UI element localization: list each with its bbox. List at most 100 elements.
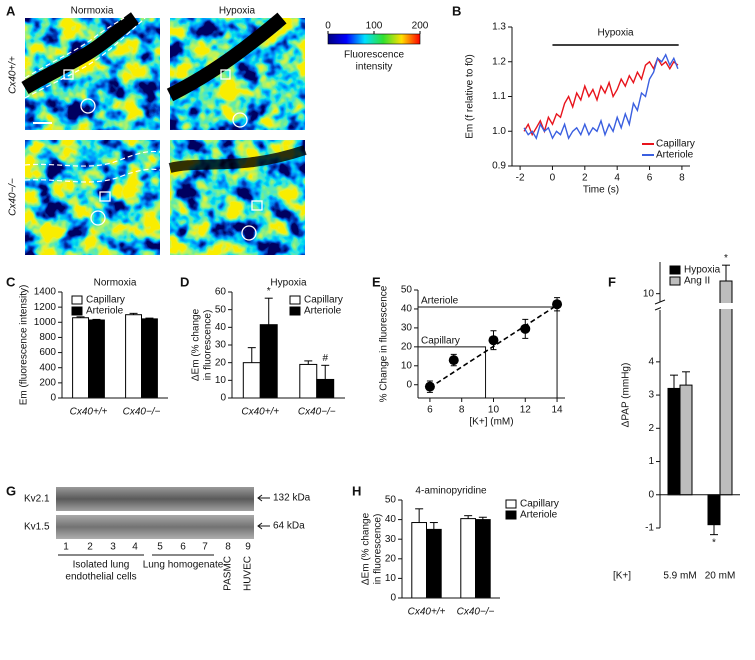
colorbar-gradient [327, 33, 421, 45]
x-tick-label: Cx40−/− [123, 407, 161, 418]
vessel [21, 12, 140, 95]
x-tick-label: 10 [488, 405, 500, 416]
chart: 0 10 20 30 40 50 ΔEm (% change in fluorescence)… [361, 486, 559, 618]
legend-label: Arteriole [656, 150, 694, 161]
colorbar-tick-label: 0 [325, 21, 331, 32]
x-tick-label: 8 [459, 405, 465, 416]
series-line [523, 56, 679, 137]
point [488, 335, 499, 346]
roi-square [251, 200, 263, 211]
bar [299, 363, 318, 399]
y-axis-label: ΔPAP (mmHg) [621, 363, 632, 428]
y-tick-label: 600 [39, 347, 56, 358]
legend-label: Ang II [684, 276, 710, 287]
y-tick-label: 0.9 [492, 161, 506, 172]
reference-label: Arteriole [421, 296, 459, 307]
legend-label: Capillary [520, 499, 559, 510]
point [520, 323, 531, 334]
y-tick-label: 0 [390, 593, 396, 604]
y-tick-label: 800 [39, 332, 56, 343]
chart-title: Hypoxia [270, 278, 307, 289]
chart: 0 10 20 30 40 50 6 8 10 12 14 [K+] (mM) % Change in … [379, 285, 565, 428]
legend-label: Capillary [86, 295, 125, 306]
band-size: 132 kDa [273, 493, 311, 504]
bar [719, 280, 733, 496]
y-tick-label: 40 [401, 304, 413, 315]
group-label: Lung homogenate [143, 560, 224, 571]
y-tick-label: 60 [215, 287, 227, 298]
legend-label: Arteriole [304, 306, 342, 317]
band-size: 64 kDa [273, 521, 305, 532]
legend-label: Capillary [656, 139, 695, 150]
reference-line [418, 346, 487, 398]
lane-number: 6 [180, 542, 186, 553]
legend-label: Hypoxia [684, 265, 721, 276]
panel-label: H [352, 483, 361, 498]
chart-title: Normoxia [94, 278, 137, 289]
y-axis-label: ΔEm (% change [361, 512, 372, 585]
x-tick-label: 0 [550, 173, 556, 184]
blot-strip [56, 487, 254, 511]
chart: 0 10 20 30 40 50 60 ΔEm (% change in fluorescenc… [191, 278, 345, 418]
roi-circle [232, 112, 248, 128]
group-label: HUVEC [243, 556, 254, 591]
y-tick-label: 10 [215, 375, 227, 386]
row-label: Cx40+/+ [8, 56, 19, 94]
y-axis-label: % Change in fluorescence [379, 285, 390, 402]
y-tick-label: 0 [406, 379, 412, 390]
x-tick-label: 6 [427, 405, 433, 416]
y-tick-label: 0 [50, 393, 56, 404]
y-tick-label: 1000 [34, 317, 57, 328]
x-axis-label: [K+] (mM) [469, 417, 513, 428]
bar [259, 324, 278, 399]
group-label: Isolated lung [73, 560, 130, 571]
band-name: Kv1.5 [24, 522, 50, 533]
panel-g: G Kv2.1 Kv1.5 132 kDa 64 kDa 1 2 3 4 5 6… [6, 483, 311, 591]
y-tick-label: 200 [39, 377, 56, 388]
significance-mark: # [322, 353, 328, 364]
y-tick-label: 2 [648, 423, 654, 434]
y-tick-label: 50 [385, 495, 397, 506]
x-tick-label: 12 [520, 405, 532, 416]
colorbar-label: intensity [356, 62, 393, 73]
micrograph [25, 140, 160, 255]
lane-number: 7 [202, 542, 208, 553]
y-tick-label: 1.3 [492, 22, 506, 33]
panel-label: G [6, 483, 16, 498]
vessel-border [24, 17, 125, 79]
group-label: endothelial cells [65, 572, 136, 583]
blot-strip [56, 515, 254, 539]
roi-square [99, 191, 111, 202]
vessel [166, 12, 287, 102]
chart-title: 4-aminopyridine [415, 486, 487, 497]
bar [411, 522, 427, 599]
bar [667, 387, 681, 496]
panel-a: A Normoxia Hypoxia Cx40+/+ Cx40−/− 0 100 2… [6, 3, 429, 255]
y-tick-label: 0 [648, 489, 654, 500]
lane-number: 9 [245, 542, 251, 553]
point [448, 355, 459, 366]
x-tick-label: Cx40+/+ [408, 607, 446, 618]
y-tick-label: 1400 [34, 287, 57, 298]
micrograph [170, 18, 305, 130]
y-tick-label: -1 [645, 523, 654, 534]
y-tick-label: 10 [643, 288, 655, 299]
significance-mark: * [724, 253, 728, 264]
y-axis-label: in fluorescence) [373, 514, 384, 585]
y-axis-label: Em (f relative to f0) [465, 54, 476, 138]
bar [460, 518, 476, 599]
roi-square [220, 69, 231, 80]
legend-label: Arteriole [86, 306, 124, 317]
significance-mark: * [267, 286, 271, 297]
y-tick-label: 30 [215, 340, 227, 351]
y-axis-label: in fluorescence) [203, 310, 214, 381]
bar [72, 317, 89, 399]
roi-square [63, 69, 74, 80]
x-tick-label: 6 [647, 173, 653, 184]
legend-label: Arteriole [520, 510, 558, 521]
x-tick-label: 14 [551, 405, 563, 416]
legend-swatch [505, 499, 517, 509]
